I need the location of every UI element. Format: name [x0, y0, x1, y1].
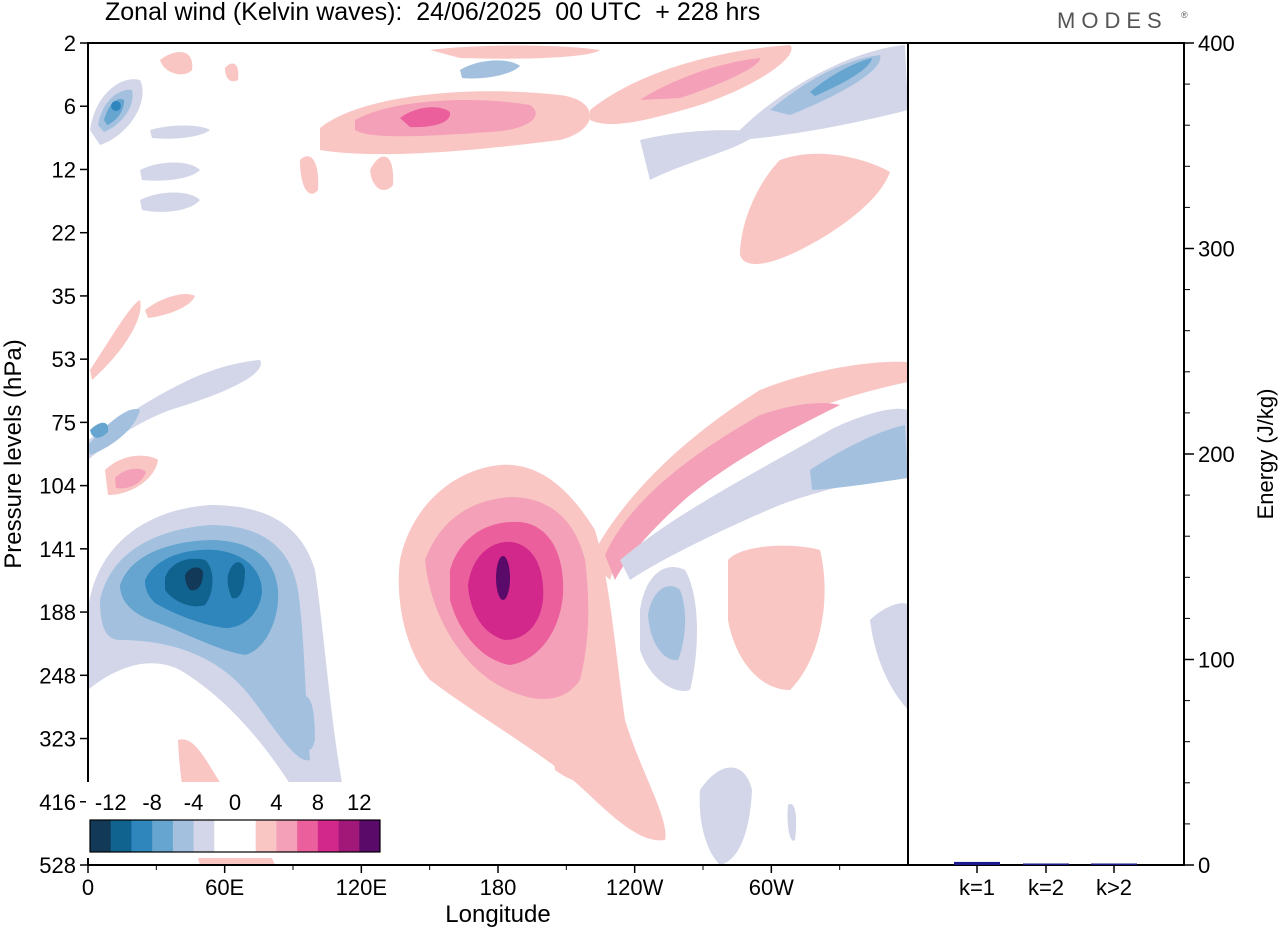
- y-tick-label: 528: [39, 853, 76, 878]
- energy-bar: [1091, 863, 1137, 865]
- y-tick-label: 188: [39, 600, 76, 625]
- colorbar-swatch: [214, 820, 236, 852]
- colorbar-swatch: [152, 820, 174, 852]
- y-tick-label: 141: [39, 537, 76, 562]
- colorbar-frame: [89, 819, 381, 853]
- colorbar-swatch: [317, 820, 340, 852]
- y-tick-label: 75: [52, 410, 76, 435]
- colorbar-label: -8: [142, 790, 162, 815]
- colorbar-swatch: [359, 820, 381, 852]
- colorbar-label: 4: [270, 790, 282, 815]
- brand-logo: MODES: [1057, 8, 1168, 33]
- y-tick-label: 12: [52, 157, 76, 182]
- energy-bar: [1023, 863, 1069, 865]
- y-tick-label: 22: [52, 221, 76, 246]
- x-tick-label: 180: [480, 875, 517, 900]
- energy-tick-label: 100: [1198, 648, 1235, 673]
- colorbar-label: 8: [312, 790, 324, 815]
- y-tick-label: 104: [39, 474, 76, 499]
- registered-mark: ®: [1181, 10, 1188, 20]
- y-tick-label: 35: [52, 284, 76, 309]
- energy-category-label: k>2: [1096, 875, 1132, 900]
- y-tick-label: 53: [52, 347, 76, 372]
- energy-tick-label: 0: [1198, 853, 1210, 878]
- energy-category-label: k=2: [1028, 875, 1064, 900]
- x-tick-label: 0: [82, 875, 94, 900]
- colorbar-label: -4: [184, 790, 204, 815]
- colorbar-label: 12: [347, 790, 371, 815]
- energy-frame: [907, 42, 1185, 866]
- energy-tick-label: 300: [1198, 237, 1235, 262]
- energy-axis-label: Energy (J/kg): [1253, 389, 1278, 520]
- colorbar-swatch: [255, 820, 277, 852]
- colorbar-swatch: [193, 820, 215, 852]
- energy-tick-label: 400: [1198, 31, 1235, 56]
- x-tick-label: 120W: [606, 875, 664, 900]
- chart-title: Zonal wind (Kelvin waves): 24/06/2025 00…: [105, 0, 761, 26]
- y-tick-label: 248: [39, 663, 76, 688]
- colorbar-swatch: [172, 820, 195, 852]
- colorbar-label: -12: [95, 790, 127, 815]
- x-tick-label: 60E: [205, 875, 244, 900]
- x-tick-label: 60W: [749, 875, 794, 900]
- colorbar-swatch: [297, 820, 319, 852]
- energy-tick-label: 200: [1198, 442, 1235, 467]
- energy-category-label: k=1: [959, 875, 995, 900]
- y-tick-label: 2: [64, 31, 76, 56]
- y-axis-label: Pressure levels (hPa): [0, 339, 27, 568]
- colorbar-swatch: [131, 820, 153, 852]
- energy-bar: [954, 861, 1000, 865]
- x-tick-label: 120E: [336, 875, 387, 900]
- y-tick-label: 323: [39, 727, 76, 752]
- colorbar-swatch: [90, 820, 112, 852]
- colorbar-swatch: [110, 820, 132, 852]
- colorbar-swatch: [235, 820, 257, 852]
- y-tick-label: 416: [39, 790, 76, 815]
- wind-contour-field: [88, 45, 908, 865]
- colorbar-swatch: [276, 820, 298, 852]
- x-axis-label: Longitude: [445, 901, 550, 928]
- colorbar-label: 0: [229, 790, 241, 815]
- colorbar-swatch: [338, 820, 360, 852]
- y-tick-label: 6: [64, 94, 76, 119]
